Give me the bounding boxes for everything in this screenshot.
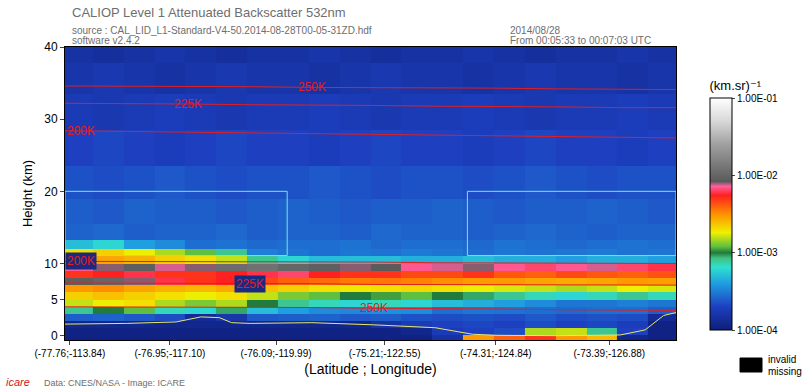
svg-text:225K: 225K xyxy=(174,97,202,111)
svg-text:Height (km): Height (km) xyxy=(20,160,35,227)
svg-text:30: 30 xyxy=(44,112,58,126)
svg-text:icare: icare xyxy=(6,376,30,388)
svg-text:20: 20 xyxy=(44,185,58,199)
svg-text:2014/08/28: 2014/08/28 xyxy=(510,25,560,36)
svg-text:(-77.76;-113.84): (-77.76;-113.84) xyxy=(34,348,105,359)
svg-text:CALIOP Level 1 Attenuated Back: CALIOP Level 1 Attenuated Backscatter 53… xyxy=(72,5,346,20)
svg-text:missing: missing xyxy=(768,366,802,377)
svg-text:1.00E-01: 1.00E-01 xyxy=(737,93,778,104)
svg-text:(-75.21;-122.55): (-75.21;-122.55) xyxy=(349,348,421,359)
svg-text:Data: CNES/NASA - Image: ICARE: Data: CNES/NASA - Image: ICARE xyxy=(44,378,185,388)
svg-text:(-73.39;-126.88): (-73.39;-126.88) xyxy=(573,348,645,359)
svg-text:0: 0 xyxy=(51,329,58,343)
svg-text:250K: 250K xyxy=(298,80,326,94)
svg-text:200K: 200K xyxy=(67,124,95,138)
svg-text:From 00:05:33 to 00:07:03 UTC: From 00:05:33 to 00:07:03 UTC xyxy=(510,35,651,46)
svg-text:10: 10 xyxy=(44,257,58,271)
svg-text:1.00E-04: 1.00E-04 xyxy=(737,325,778,336)
svg-text:(-76.09;-119.99): (-76.09;-119.99) xyxy=(241,348,312,359)
svg-text:(km.sr)⁻¹: (km.sr)⁻¹ xyxy=(710,78,762,93)
svg-text:1.00E-03: 1.00E-03 xyxy=(737,247,778,258)
svg-text:(-76.95;-117.10): (-76.95;-117.10) xyxy=(134,348,205,359)
svg-text:invalid: invalid xyxy=(768,354,796,365)
svg-text:250K: 250K xyxy=(360,301,388,315)
svg-text:225K: 225K xyxy=(236,277,264,291)
svg-text:software v2.4.2: software v2.4.2 xyxy=(72,35,140,46)
svg-text:200K: 200K xyxy=(67,254,95,268)
svg-text:5: 5 xyxy=(51,293,58,307)
svg-text:(Latitude ; Longitude): (Latitude ; Longitude) xyxy=(304,361,436,377)
svg-text:(-74.31;-124.84): (-74.31;-124.84) xyxy=(460,348,532,359)
svg-text:40: 40 xyxy=(44,40,58,54)
svg-text:1.00E-02: 1.00E-02 xyxy=(737,170,778,181)
svg-text:source : CAL_LID_L1-Standard-V: source : CAL_LID_L1-Standard-V4-50.2014-… xyxy=(72,25,372,36)
